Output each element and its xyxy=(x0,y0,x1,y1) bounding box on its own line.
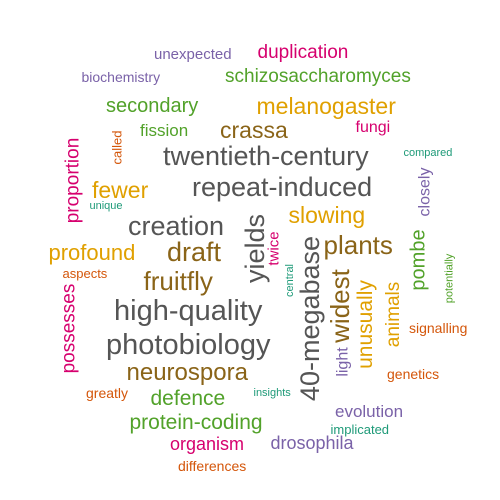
word-genetics: genetics xyxy=(387,366,440,382)
word-fission: fission xyxy=(140,120,189,140)
word-fungi: fungi xyxy=(355,119,391,136)
word-implicated: implicated xyxy=(330,421,390,437)
word-crassa: crassa xyxy=(220,116,288,143)
word-insights: insights xyxy=(253,386,291,399)
word-duplication: duplication xyxy=(257,41,349,63)
word-draft: draft xyxy=(167,236,222,267)
word-differences: differences xyxy=(178,458,247,474)
word-unusually: unusually xyxy=(353,279,377,369)
word-proportion: proportion xyxy=(62,137,84,223)
word-biochemistry: biochemistry xyxy=(81,69,161,85)
word-slowing: slowing xyxy=(288,201,366,228)
word-protein-coding: protein-coding xyxy=(129,410,263,434)
word-unique: unique xyxy=(89,199,123,212)
word-animals: animals xyxy=(382,281,404,347)
word-high-quality: high-quality xyxy=(114,294,263,327)
word-fewer: fewer xyxy=(92,176,149,203)
word-signalling: signalling xyxy=(409,320,468,336)
word-greatly: greatly xyxy=(86,385,129,401)
word-40-megabase: 40-megabase xyxy=(294,235,325,401)
word-organism: organism xyxy=(170,434,245,454)
word-closely: closely xyxy=(415,167,433,217)
word-photobiology: photobiology xyxy=(106,328,271,361)
word-drosophila: drosophila xyxy=(270,433,354,453)
word-secondary: secondary xyxy=(106,95,199,117)
word-fruitfly: fruitfly xyxy=(143,266,213,296)
word-evolution: evolution xyxy=(335,401,404,421)
word-called: called xyxy=(109,130,125,164)
word-defence: defence xyxy=(150,386,226,410)
word-pombe: pombe xyxy=(407,229,430,291)
word-possesses: possesses xyxy=(58,283,80,373)
word-profound: profound xyxy=(48,240,136,265)
word-unexpected: unexpected xyxy=(154,45,232,63)
word-repeat-induced: repeat-induced xyxy=(192,171,373,202)
word-neurospora: neurospora xyxy=(126,359,248,386)
word-melanogaster: melanogaster xyxy=(256,92,396,119)
word-schizosaccharomyces: schizosaccharomyces xyxy=(225,65,411,87)
word-creation: creation xyxy=(128,210,225,241)
word-yields: yields xyxy=(239,213,270,283)
word-twentieth-century: twentieth-century xyxy=(163,140,369,171)
word-light: light xyxy=(334,347,352,377)
word-widest: widest xyxy=(324,269,355,343)
word-potentially: potentially xyxy=(443,253,456,303)
word-aspects: aspects xyxy=(62,265,108,281)
word-compared: compared xyxy=(403,146,453,159)
word-plants: plants xyxy=(323,230,393,260)
word-central: central xyxy=(283,263,296,297)
word-twice: twice xyxy=(265,230,283,266)
